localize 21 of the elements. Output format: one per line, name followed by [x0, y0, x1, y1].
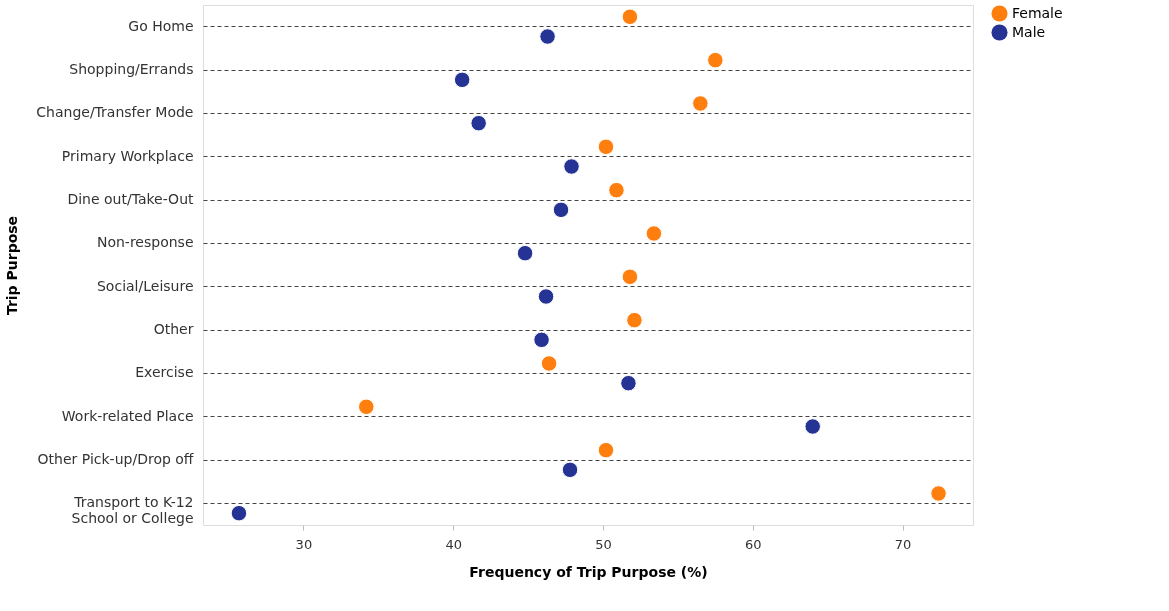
- x-tick-label: 50: [595, 536, 612, 552]
- y-tick-label: Dine out/Take-Out: [67, 191, 195, 207]
- legend-label: Male: [1012, 23, 1046, 40]
- x-tick-label: 40: [445, 536, 462, 552]
- y-tick-label: Transport to K-12 School or College: [71, 494, 194, 527]
- y-tick-label: Other: [153, 321, 194, 337]
- x-tick-label: 60: [745, 536, 762, 552]
- y-tick-label: Shopping/Errands: [69, 61, 194, 77]
- y-tick-label: Non-response: [96, 234, 194, 251]
- y-tick-label: Go Home: [128, 17, 194, 34]
- x-tick-label: 70: [894, 536, 912, 552]
- x-tick-label: 30: [295, 536, 313, 552]
- y-tick-label: Other Pick-up/Drop off: [37, 451, 194, 467]
- legend-label: Female: [1012, 4, 1063, 21]
- y-tick-label: Social/Leisure: [96, 277, 194, 294]
- y-tick-label: Work-related Place: [61, 407, 194, 424]
- x-axis-title: Frequency of Trip Purpose (%): [469, 563, 708, 580]
- y-axis-title: Trip Purpose: [4, 215, 21, 316]
- y-tick-label: Primary Workplace: [61, 147, 194, 164]
- y-tick-label: Change/Transfer Mode: [36, 104, 194, 121]
- y-tick-label: Exercise: [135, 364, 194, 381]
